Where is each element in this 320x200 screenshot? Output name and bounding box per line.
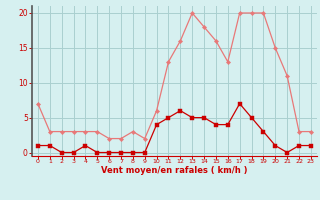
- X-axis label: Vent moyen/en rafales ( km/h ): Vent moyen/en rafales ( km/h ): [101, 166, 248, 175]
